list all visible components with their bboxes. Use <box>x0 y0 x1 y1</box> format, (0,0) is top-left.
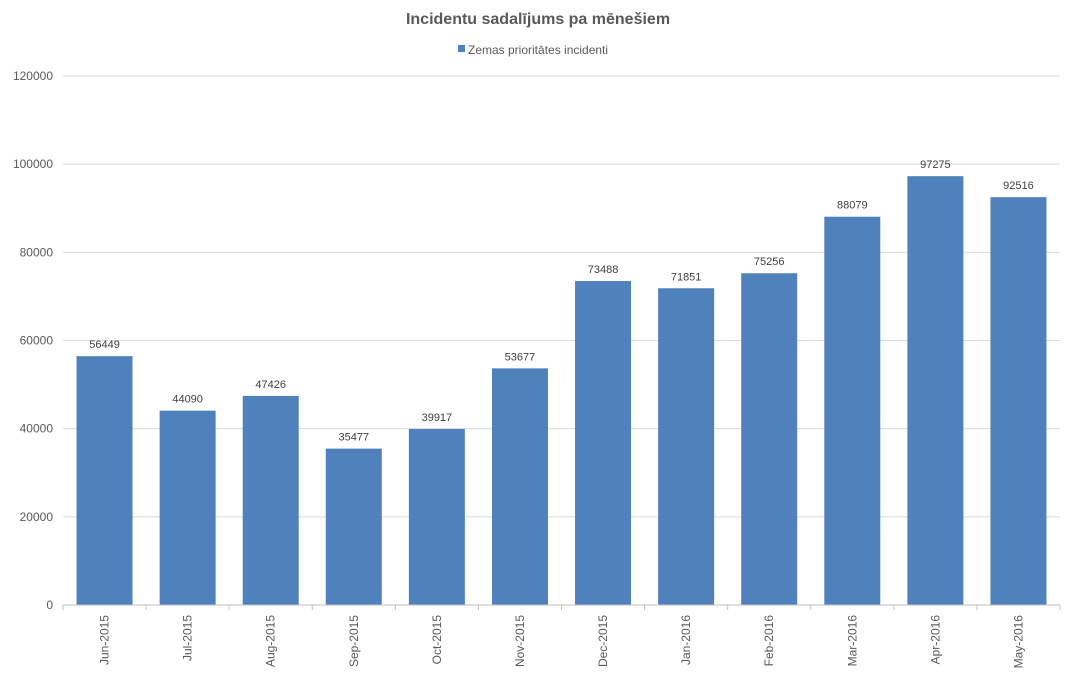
y-tick-label: 0 <box>46 598 53 612</box>
data-label: 53677 <box>505 351 536 363</box>
data-label: 35477 <box>338 432 369 444</box>
data-label: 73488 <box>588 264 619 276</box>
x-tick-label: Dec-2015 <box>596 615 610 667</box>
x-tick-label: Sep-2015 <box>347 615 361 667</box>
bar <box>907 176 964 605</box>
x-tick-label: Nov-2015 <box>513 615 527 667</box>
data-label: 56449 <box>89 339 120 351</box>
legend-swatch <box>458 45 465 52</box>
x-tick-label: Jan-2016 <box>679 615 693 665</box>
y-axis-ticks: 0 20000 40000 60000 80000 100000 120000 <box>13 69 53 612</box>
x-tick-label: Jun-2015 <box>98 615 112 665</box>
x-tick-label: Apr-2016 <box>928 615 942 665</box>
data-label: 47426 <box>255 379 286 391</box>
chart-title: Incidentu sadalījums pa mēnešiem <box>406 11 670 28</box>
x-tick-label: Feb-2016 <box>762 615 776 667</box>
bar <box>824 216 881 605</box>
bar <box>159 410 216 605</box>
data-labels: 56449 44090 47426 35477 39917 53677 73488 71851… <box>89 159 1034 443</box>
data-label: 92516 <box>1003 180 1034 192</box>
x-tick-label: Mar-2016 <box>845 615 859 667</box>
y-tick-label: 100000 <box>13 157 53 171</box>
y-tick-label: 80000 <box>20 245 54 259</box>
x-tick-label: Aug-2015 <box>264 615 278 667</box>
data-label: 97275 <box>920 159 951 171</box>
bar <box>658 288 715 605</box>
bar <box>990 197 1047 605</box>
bar <box>491 368 548 605</box>
data-label: 75256 <box>754 256 785 268</box>
y-tick-label: 40000 <box>20 422 54 436</box>
y-tick-label: 60000 <box>20 334 54 348</box>
legend: Zemas prioritātes incidenti <box>458 43 608 57</box>
data-label: 88079 <box>837 200 868 212</box>
bar <box>575 281 632 605</box>
data-label: 39917 <box>422 412 453 424</box>
x-tick-label: May-2016 <box>1011 615 1025 669</box>
data-label: 44090 <box>172 394 203 406</box>
x-tick-label: Jul-2015 <box>181 615 195 661</box>
gridlines <box>63 75 1060 518</box>
bar <box>408 429 465 605</box>
x-axis-ticks: Jun-2015 Jul-2015 Aug-2015 Sep-2015 Oct-2015… <box>62 605 1061 669</box>
y-tick-label: 20000 <box>20 510 54 524</box>
bar <box>741 273 798 605</box>
bar <box>242 395 299 605</box>
bars <box>76 176 1047 605</box>
legend-label: Zemas prioritātes incidenti <box>468 43 608 57</box>
y-tick-label: 120000 <box>13 69 53 83</box>
data-label: 71851 <box>671 271 702 283</box>
x-tick-label: Oct-2015 <box>430 615 444 665</box>
bar <box>76 356 133 605</box>
bar <box>325 448 382 605</box>
